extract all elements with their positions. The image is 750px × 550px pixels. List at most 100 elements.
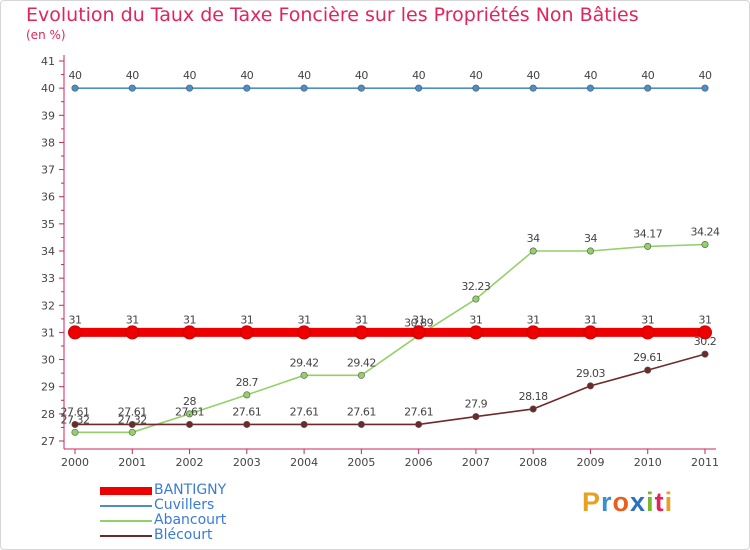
data-label: 27.61 [61, 405, 90, 418]
data-point [529, 247, 537, 255]
data-point [243, 391, 251, 399]
data-label: 27.32 [118, 413, 147, 426]
data-label: 29.03 [576, 367, 605, 380]
data-point [472, 295, 480, 303]
y-tick-label: 37 [41, 164, 55, 177]
data-label: 31 [469, 313, 482, 326]
data-point [128, 420, 136, 428]
data-label: 31 [240, 313, 253, 326]
data-label: 40 [240, 69, 253, 82]
y-tick-label: 39 [41, 109, 55, 122]
data-label: 40 [69, 69, 82, 82]
x-tick-label: 2005 [347, 456, 375, 469]
logo-letter: o [612, 487, 631, 517]
data-point [640, 325, 655, 340]
data-label: 34 [527, 232, 540, 245]
y-tick-label: 33 [41, 272, 55, 285]
data-point [644, 366, 652, 374]
data-label: 31 [183, 313, 196, 326]
proxiti-logo: Proxiti [582, 487, 673, 518]
data-point [354, 325, 369, 340]
data-point [583, 325, 598, 340]
data-label: 34.17 [633, 227, 662, 240]
data-label: 40 [469, 69, 482, 82]
data-label: 27.61 [175, 405, 204, 418]
data-label: 40 [584, 69, 597, 82]
data-point [411, 325, 426, 340]
data-point [357, 84, 365, 92]
data-point [71, 428, 79, 436]
data-point [357, 371, 365, 379]
data-label: 27.9 [465, 398, 488, 411]
x-tick-label: 2007 [462, 456, 490, 469]
y-tick-label: 36 [41, 191, 55, 204]
data-label: 27.61 [347, 405, 376, 418]
data-label: 28.18 [519, 390, 548, 403]
data-point [586, 247, 594, 255]
data-label: 31 [527, 313, 540, 326]
data-point [297, 325, 312, 340]
data-point [529, 405, 537, 413]
legend-swatch-blecourt [100, 535, 152, 537]
data-point [415, 420, 423, 428]
data-point [472, 413, 480, 421]
x-tick-label: 2004 [290, 456, 318, 469]
data-point [300, 371, 308, 379]
data-point [243, 84, 251, 92]
legend-swatch-bantigny [100, 487, 152, 495]
data-point [701, 240, 709, 248]
data-label: 28 [183, 395, 196, 408]
data-label: 30.2 [694, 335, 717, 348]
data-label: 31 [126, 313, 139, 326]
data-label: 27.61 [232, 405, 261, 418]
data-point [698, 325, 712, 340]
y-tick-label: 41 [41, 55, 55, 68]
data-label: 34.24 [691, 225, 720, 238]
y-tick-label: 27 [41, 435, 55, 448]
logo-letter: P [582, 487, 602, 517]
data-label: 40 [641, 69, 654, 82]
y-tick-label: 40 [41, 82, 55, 95]
data-point [415, 84, 423, 92]
legend-swatch-cuvillers [100, 505, 152, 507]
data-label: 27.32 [61, 413, 90, 426]
data-point [71, 84, 79, 92]
x-tick-label: 2009 [576, 456, 604, 469]
data-label: 31 [584, 313, 597, 326]
data-label: 31 [69, 313, 82, 326]
data-label: 32.23 [461, 280, 490, 293]
data-point [186, 84, 194, 92]
y-tick-label: 29 [41, 381, 55, 394]
data-point [644, 84, 652, 92]
chart-title: Evolution du Taux de Taxe Foncière sur l… [26, 4, 639, 26]
data-point [644, 242, 652, 250]
logo-letter: i [646, 487, 655, 517]
data-label: 29.42 [290, 356, 319, 369]
data-label: 29.61 [633, 351, 662, 364]
x-tick-label: 2010 [634, 456, 662, 469]
data-point [701, 350, 709, 358]
data-label: 30.89 [404, 316, 433, 329]
y-tick-label: 35 [41, 218, 55, 231]
y-tick-label: 28 [41, 408, 55, 421]
data-point [586, 382, 594, 390]
data-point [357, 420, 365, 428]
data-label: 40 [527, 69, 540, 82]
data-label: 29.42 [347, 356, 376, 369]
x-tick-label: 2008 [519, 456, 547, 469]
data-label: 31 [699, 313, 712, 326]
y-tick-label: 32 [41, 299, 55, 312]
logo-letter: i [664, 487, 674, 517]
data-label: 40 [126, 69, 139, 82]
data-label: 31 [641, 313, 654, 326]
legend-swatch-abancourt [100, 520, 152, 522]
data-point [186, 420, 194, 428]
data-label: 27.61 [404, 405, 433, 418]
data-point [128, 428, 136, 436]
logo-letter: r [601, 487, 613, 517]
x-tick-label: 2000 [61, 456, 89, 469]
data-label: 34 [584, 232, 597, 245]
data-label: 27.61 [118, 405, 147, 418]
data-label: 31 [355, 313, 368, 326]
y-tick-label: 38 [41, 136, 55, 149]
